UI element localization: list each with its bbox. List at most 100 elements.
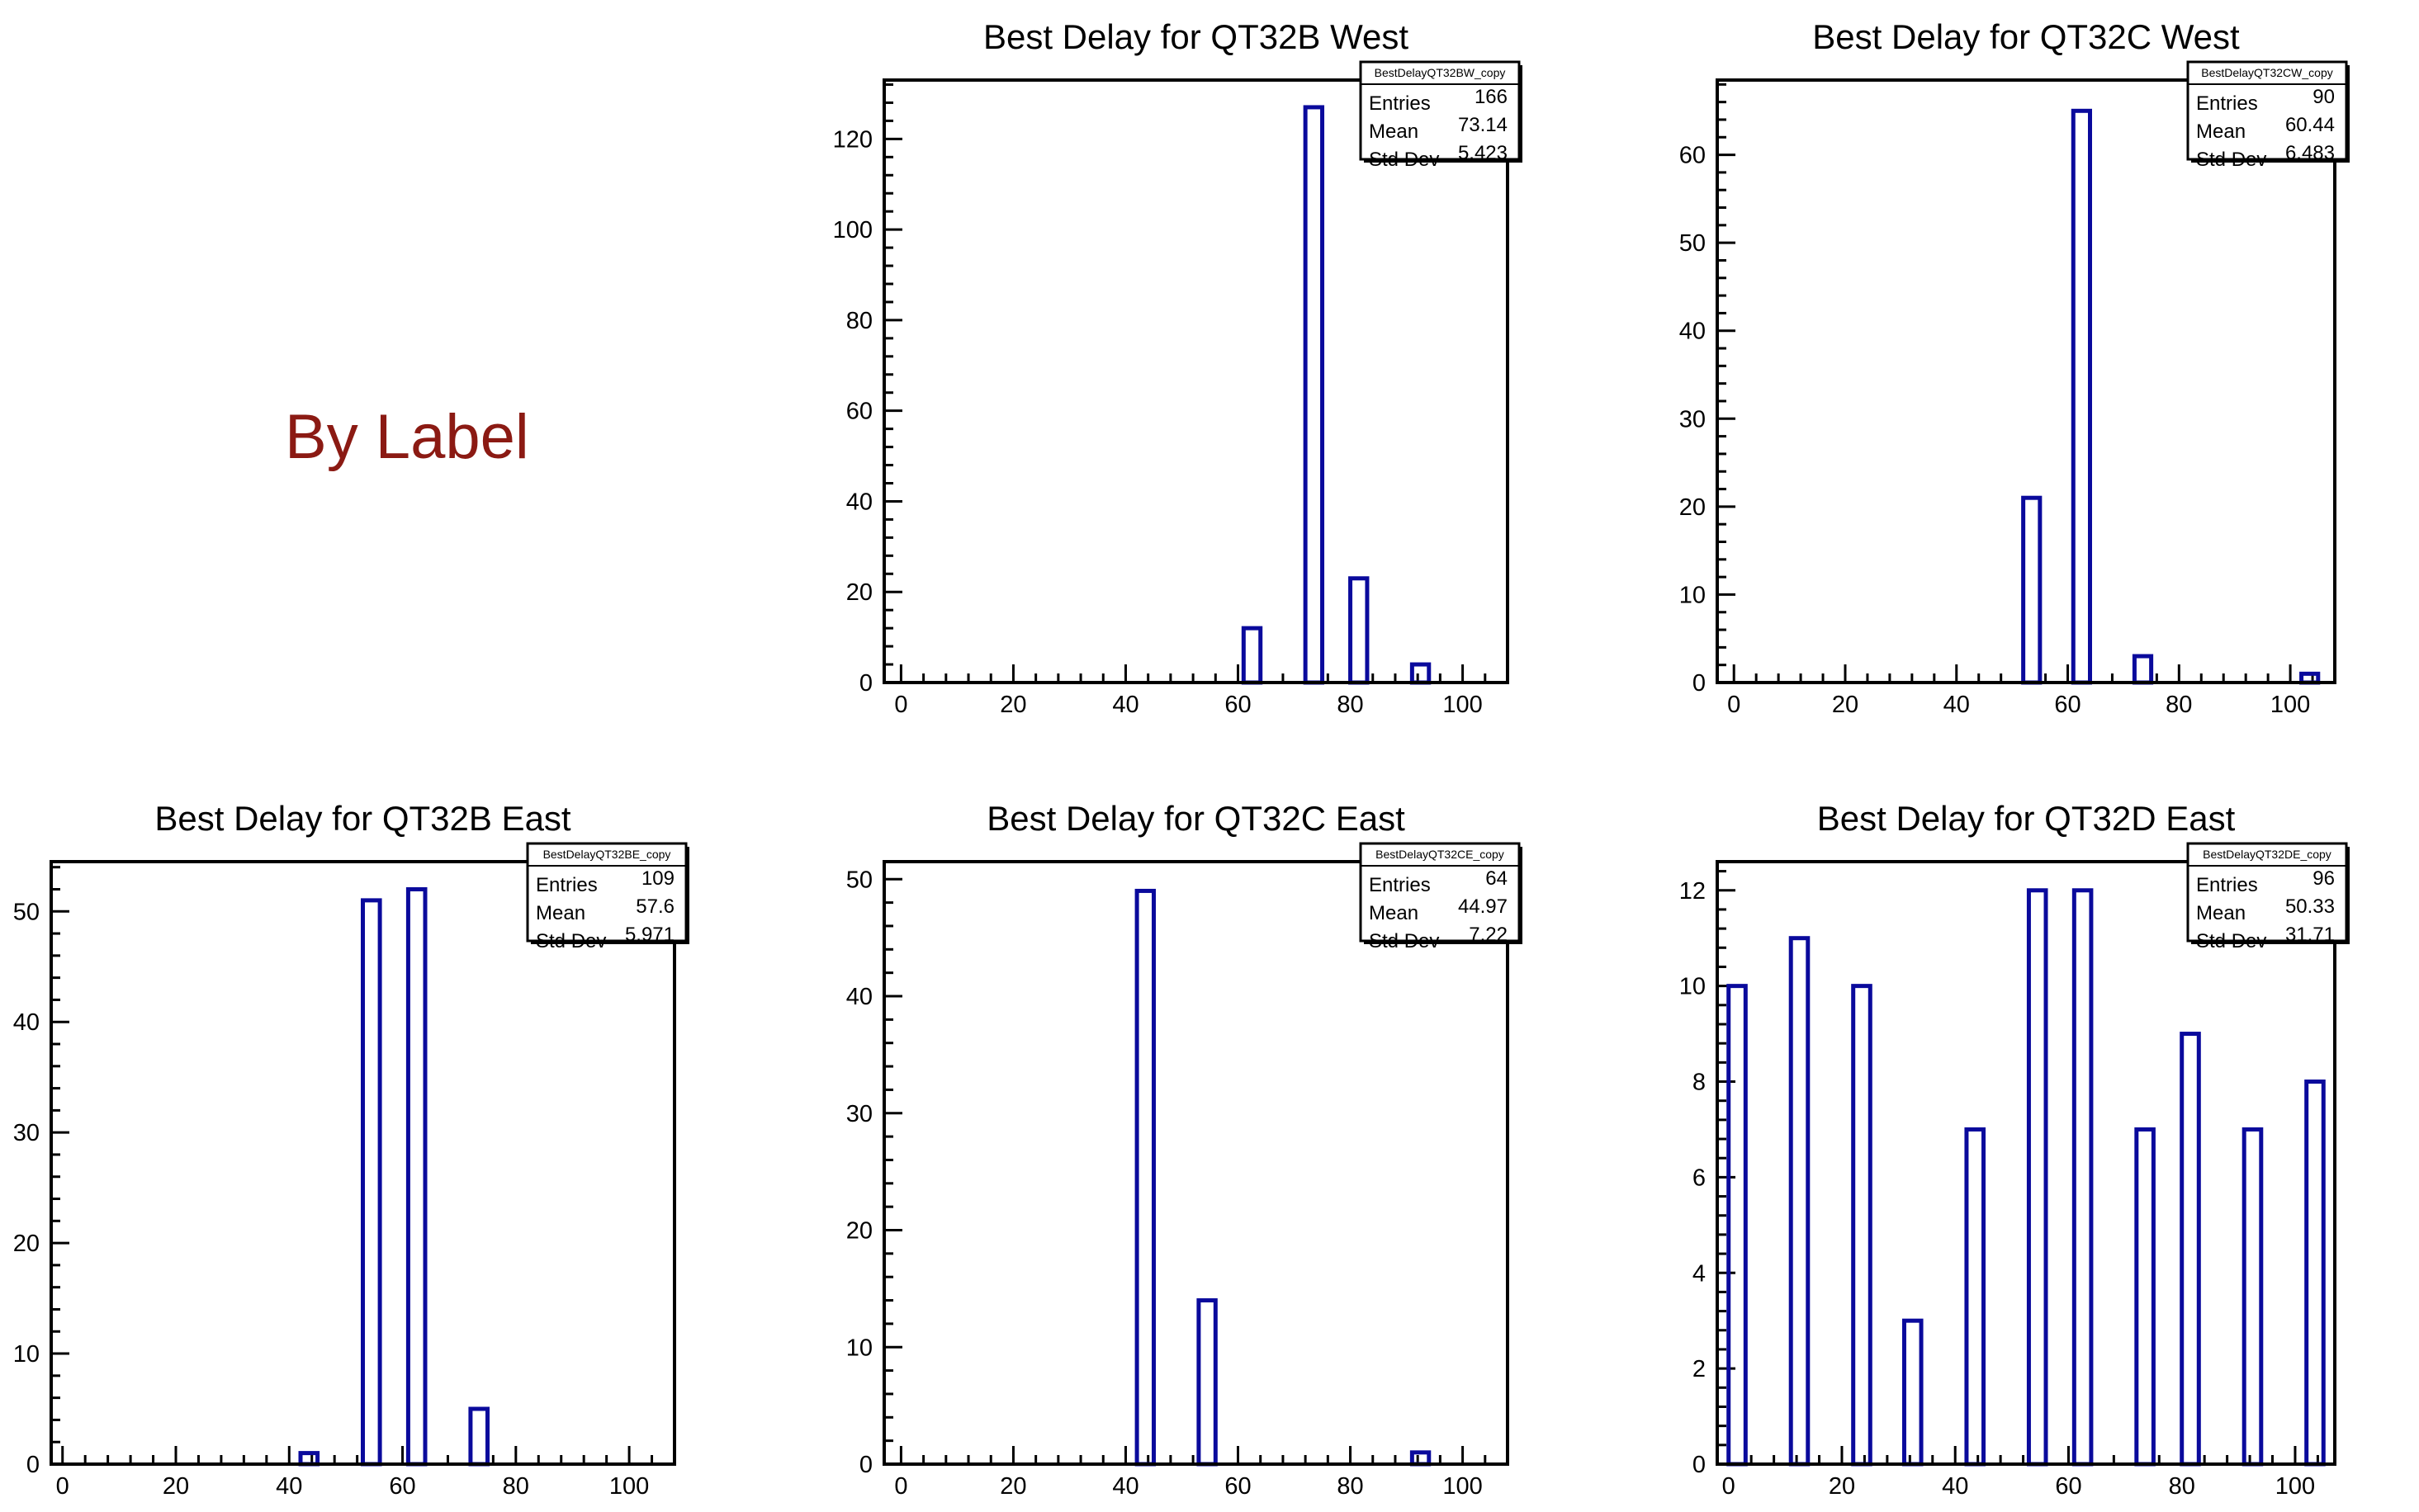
stats-value: 5.423 bbox=[1458, 142, 1508, 164]
stats-label: Mean bbox=[1369, 902, 1418, 924]
histogram-bar bbox=[1964, 1127, 1986, 1467]
stats-box: BestDelayQT32CW_copy Entries 90 Mean 60.44 St… bbox=[2186, 60, 2350, 171]
y-tick-label: 30 bbox=[13, 1120, 40, 1146]
stats-box: BestDelayQT32CE_copy Entries 64 Mean 44.97 St… bbox=[1359, 842, 1522, 952]
histogram-bar bbox=[1134, 888, 1156, 1467]
stats-value: 166 bbox=[1475, 86, 1508, 108]
stats-box-frame bbox=[526, 842, 688, 943]
x-tick-label: 80 bbox=[1337, 1473, 1363, 1500]
chart-title: Best Delay for QT32B West bbox=[983, 17, 1408, 56]
x-tick-label: 0 bbox=[1727, 692, 1740, 718]
histogram-bar bbox=[1303, 105, 1325, 685]
stats-value: 50.33 bbox=[2285, 895, 2335, 918]
y-tick-label: 20 bbox=[846, 1218, 873, 1245]
x-tick-label: 100 bbox=[1442, 1473, 1482, 1500]
y-tick-label: 60 bbox=[1679, 143, 1706, 169]
x-tick-label: 20 bbox=[1000, 692, 1026, 718]
stats-label: Std Dev bbox=[1369, 149, 1439, 171]
y-tick-label: 80 bbox=[846, 308, 873, 334]
histogram-bar bbox=[2071, 108, 2092, 685]
x-tick-label: 80 bbox=[503, 1473, 529, 1500]
y-tick-label: 0 bbox=[1692, 670, 1706, 697]
y-tick-label: 6 bbox=[1692, 1165, 1706, 1191]
x-tick-label: 100 bbox=[2275, 1473, 2315, 1500]
y-tick-label: 10 bbox=[846, 1335, 873, 1361]
histogram-panel: Best Delay for QT32D East 0 20 40 60 80 100 0 2 4… bbox=[1679, 799, 2350, 1500]
stats-value: 7.22 bbox=[1469, 924, 1508, 946]
chart-title: Best Delay for QT32D East bbox=[1817, 799, 2236, 838]
histogram-bar bbox=[1348, 576, 1370, 685]
stats-box: BestDelayQT32BE_copy Entries 109 Mean 57.6 St… bbox=[526, 842, 689, 952]
histogram-panel: Best Delay for QT32C East 0 20 40 60 80 100 0 10… bbox=[846, 799, 1522, 1500]
stats-name: BestDelayQT32CW_copy bbox=[2201, 66, 2333, 79]
stats-label: Mean bbox=[2196, 902, 2246, 924]
histogram-bar bbox=[2071, 888, 2094, 1467]
histogram-bar bbox=[468, 1406, 490, 1467]
x-tick-label: 20 bbox=[163, 1473, 189, 1500]
histogram-bar bbox=[1409, 662, 1432, 685]
y-tick-label: 40 bbox=[846, 489, 873, 515]
histogram-bar bbox=[298, 1451, 320, 1467]
page-label: By Label bbox=[285, 402, 529, 472]
y-tick-label: 20 bbox=[13, 1231, 40, 1257]
plot-frame bbox=[883, 860, 1509, 1466]
stats-label: Mean bbox=[1369, 120, 1418, 143]
y-tick-label: 60 bbox=[846, 399, 873, 425]
y-tick-label: 50 bbox=[13, 899, 40, 925]
stats-label: Entries bbox=[1369, 92, 1431, 115]
stats-label: Mean bbox=[2196, 120, 2246, 143]
stats-name: BestDelayQT32CE_copy bbox=[1375, 848, 1504, 861]
histogram-bar bbox=[1788, 936, 1811, 1467]
stats-label: Entries bbox=[536, 874, 598, 896]
x-tick-label: 100 bbox=[1442, 692, 1482, 718]
y-tick-label: 120 bbox=[833, 126, 873, 153]
stats-value: 90 bbox=[2312, 86, 2335, 108]
stats-box: BestDelayQT32DE_copy Entries 96 Mean 50.33 St… bbox=[2186, 842, 2350, 952]
y-tick-label: 0 bbox=[859, 670, 873, 697]
y-tick-label: 30 bbox=[846, 1101, 873, 1127]
stats-value: 109 bbox=[641, 867, 675, 890]
x-tick-label: 20 bbox=[1832, 692, 1858, 718]
x-tick-label: 40 bbox=[1943, 692, 1970, 718]
y-tick-label: 10 bbox=[1679, 974, 1706, 1000]
x-tick-label: 60 bbox=[2055, 1473, 2081, 1500]
chart-title: Best Delay for QT32C East bbox=[987, 799, 1405, 838]
plot-frame bbox=[883, 78, 1509, 684]
x-tick-label: 60 bbox=[389, 1473, 415, 1500]
histogram-bar bbox=[2026, 888, 2048, 1467]
x-tick-label: 40 bbox=[1112, 1473, 1138, 1500]
histogram-bar bbox=[2241, 1127, 2264, 1467]
stats-box: BestDelayQT32BW_copy Entries 166 Mean 73.14 S… bbox=[1359, 60, 1522, 171]
x-tick-label: 100 bbox=[2270, 692, 2310, 718]
plot-frame bbox=[50, 860, 676, 1466]
x-tick-label: 60 bbox=[2054, 692, 2081, 718]
histogram-bar bbox=[1851, 984, 1872, 1467]
stats-value: 44.97 bbox=[1458, 895, 1508, 918]
plot-frame bbox=[1716, 78, 2336, 684]
stats-box-frame bbox=[2186, 60, 2348, 161]
plot-frame bbox=[1716, 860, 2336, 1466]
y-tick-label: 20 bbox=[1679, 494, 1706, 521]
histogram-bar bbox=[1241, 626, 1263, 685]
x-tick-label: 40 bbox=[1942, 1473, 1968, 1500]
y-tick-label: 40 bbox=[13, 1009, 40, 1036]
y-tick-label: 12 bbox=[1679, 878, 1706, 905]
x-tick-label: 80 bbox=[1337, 692, 1363, 718]
histogram-panel: Best Delay for QT32B West 0 20 40 60 80 100 0 20… bbox=[833, 17, 1522, 718]
stats-label: Std Dev bbox=[536, 930, 606, 952]
stats-label: Std Dev bbox=[2196, 149, 2266, 171]
x-tick-label: 80 bbox=[2169, 1473, 2195, 1500]
x-tick-label: 0 bbox=[894, 692, 907, 718]
x-tick-label: 0 bbox=[894, 1473, 907, 1500]
x-tick-label: 40 bbox=[1112, 692, 1138, 718]
x-tick-label: 20 bbox=[1000, 1473, 1026, 1500]
histogram-bar bbox=[2134, 1127, 2156, 1467]
x-tick-label: 80 bbox=[2166, 692, 2192, 718]
y-tick-label: 20 bbox=[846, 579, 873, 606]
stats-value: 96 bbox=[2312, 867, 2335, 890]
stats-name: BestDelayQT32BW_copy bbox=[1375, 66, 1506, 79]
x-tick-label: 0 bbox=[56, 1473, 69, 1500]
x-tick-label: 20 bbox=[1829, 1473, 1855, 1500]
histogram-bar bbox=[405, 886, 428, 1467]
x-tick-label: 60 bbox=[1224, 1473, 1251, 1500]
